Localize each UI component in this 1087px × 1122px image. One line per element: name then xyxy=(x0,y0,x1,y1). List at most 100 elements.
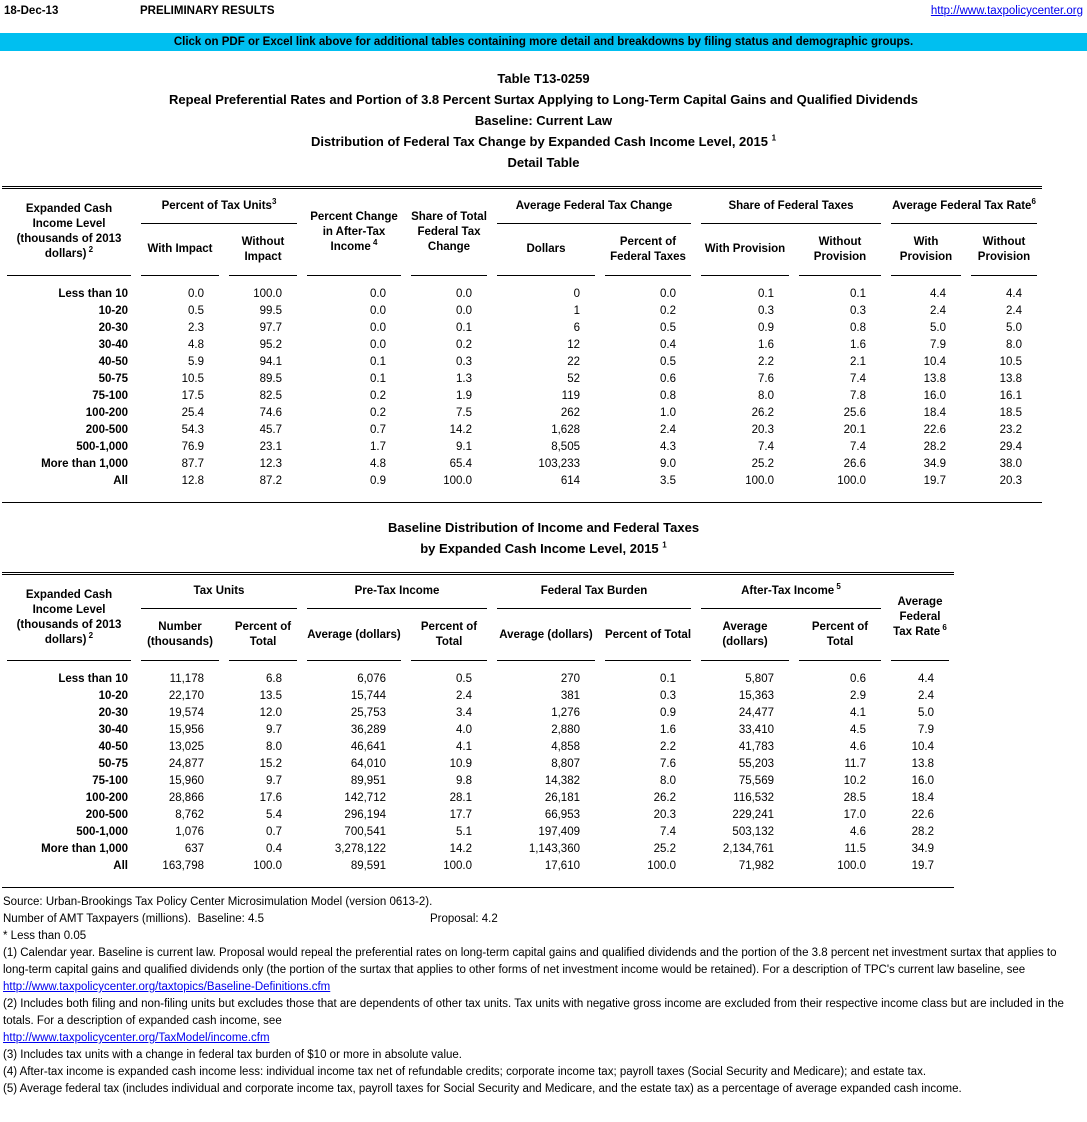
cell: 18.4 xyxy=(911,792,934,804)
cell: 0.3 xyxy=(758,304,774,317)
cell: 26.6 xyxy=(843,457,866,470)
cell: 0.8 xyxy=(850,321,866,334)
page-header: 18-Dec-13 PRELIMINARY RESULTS http://www… xyxy=(0,0,1087,17)
cell: 6.8 xyxy=(266,673,282,685)
cell: 34.9 xyxy=(923,457,946,470)
cell: 0 xyxy=(573,287,580,300)
table-row: 500-1,000 76.9 23.1 1.7 9.1 8,505 4.3 7.4 7.4 28.… xyxy=(2,439,1042,456)
cell: 0.6 xyxy=(660,372,676,385)
footnote-link[interactable]: http://www.taxpolicycenter.org/taxtopics… xyxy=(3,981,331,993)
cell: 13.8 xyxy=(923,372,946,385)
cell: 89.5 xyxy=(259,372,282,385)
cell: 4.1 xyxy=(850,707,866,719)
cell: 4,858 xyxy=(551,741,580,753)
column-group-header: Average Federal Tax Rate6 xyxy=(886,188,1042,224)
table-row: 100-200 25.4 74.6 0.2 7.5 262 1.0 26.2 25.6 18.4 1… xyxy=(2,405,1042,422)
cell: 3.4 xyxy=(456,707,472,719)
table-row: All 12.8 87.2 0.9 100.0 614 3.5 100.0 100.0 19.7 2… xyxy=(2,473,1042,503)
column-subheader: With Provision xyxy=(696,224,794,276)
row-label: 75-100 xyxy=(92,389,128,402)
cell: 97.7 xyxy=(259,321,282,334)
cell: 15.2 xyxy=(259,758,282,770)
cell: 4.0 xyxy=(456,724,472,736)
footnotes: Source: Urban-Brookings Tax Policy Cente… xyxy=(0,894,1087,1098)
column-group-header: Percent Change in After-Tax Income 4 xyxy=(302,188,406,276)
cell: 0.6 xyxy=(850,673,866,685)
cell: 4.6 xyxy=(850,826,866,838)
cell: 14.2 xyxy=(449,843,472,855)
cell: 22,170 xyxy=(168,690,204,702)
column-group-header: After-Tax Income 5 xyxy=(696,573,886,609)
cell: 0.9 xyxy=(370,474,386,487)
column-subheader: Without Provision xyxy=(794,224,886,276)
cell: 100.0 xyxy=(745,474,774,487)
footnote-link[interactable]: http://www.taxpolicycenter.org/TaxModel/… xyxy=(3,1032,270,1044)
cell: 66,953 xyxy=(544,809,580,821)
cell: 100.0 xyxy=(647,860,676,872)
cell: 1,076 xyxy=(175,826,204,838)
table-row: 30-40 15,956 9.7 36,289 4.0 2,880 1.6 33,410 4.5… xyxy=(2,722,954,739)
cell: 17.0 xyxy=(843,809,866,821)
cell: 24,477 xyxy=(738,707,774,719)
table-row: More than 1,000 87.7 12.3 4.8 65.4 103,233 9.0… xyxy=(2,456,1042,473)
cell: 5.0 xyxy=(930,321,946,334)
footnote: (4) After-tax income is expanded cash in… xyxy=(3,1066,927,1078)
cell: 28.5 xyxy=(843,792,866,804)
amt-proposal-value: Proposal: 4.2 xyxy=(430,913,498,925)
table-row: 50-75 10.5 89.5 0.1 1.3 52 0.6 7.6 7.4 13.8 13.8 xyxy=(2,371,1042,388)
cell: 13.5 xyxy=(259,690,282,702)
cell: 28.2 xyxy=(923,440,946,453)
column-header-income-level: Expanded Cash Income Level (thousands of… xyxy=(2,188,136,276)
table-row: 200-500 8,762 5.4 296,194 17.7 66,953 20.3 229,… xyxy=(2,807,954,824)
column-group-header: Average Federal Tax Change xyxy=(492,188,696,224)
cell: 10.9 xyxy=(449,758,472,770)
cell: 100.0 xyxy=(837,860,866,872)
cell: 5.0 xyxy=(1006,321,1022,334)
row-label: 100-200 xyxy=(85,792,128,804)
cell: 10.5 xyxy=(181,372,204,385)
cell: 116,532 xyxy=(733,792,774,804)
row-label: 20-30 xyxy=(98,707,128,719)
cell: 89,591 xyxy=(350,860,386,872)
cell: 22.6 xyxy=(911,809,934,821)
cell: 5.0 xyxy=(918,707,934,719)
cell: 23.2 xyxy=(999,423,1022,436)
cell: 11.5 xyxy=(844,843,866,855)
footnote-link-line: http://www.taxpolicycenter.org/TaxModel/… xyxy=(3,1030,1085,1047)
cell: 0.7 xyxy=(266,826,282,838)
cell: 76.9 xyxy=(181,440,204,453)
cell: 15,960 xyxy=(168,775,204,787)
cell: 7.4 xyxy=(850,372,866,385)
cell: 10.4 xyxy=(923,355,946,368)
cell: 4.8 xyxy=(188,338,204,351)
baseline-table-title: Baseline Distribution of Income and Fede… xyxy=(387,519,700,535)
taxpolicycenter-link[interactable]: http://www.taxpolicycenter.org xyxy=(930,5,1083,17)
cell: 11.7 xyxy=(844,758,866,770)
table-row: 75-100 15,960 9.7 89,951 9.8 14,382 8.0 75,569 1… xyxy=(2,773,954,790)
cell: 87.2 xyxy=(259,474,282,487)
cell: 163,798 xyxy=(162,860,204,872)
table-row: 100-200 28,866 17.6 142,712 28.1 26,181 26.2 11… xyxy=(2,790,954,807)
cell: 7.6 xyxy=(660,758,676,770)
column-group-header: Tax Units xyxy=(136,573,302,609)
cell: 9.7 xyxy=(266,724,282,736)
cell: 0.7 xyxy=(370,423,386,436)
column-subheader: Percent of Total xyxy=(406,609,492,661)
table-number-title: Table T13-0259 xyxy=(497,71,590,86)
table-row: 30-40 4.8 95.2 0.0 0.2 12 0.4 1.6 1.6 7.9 8.0 xyxy=(2,337,1042,354)
cell: 12.8 xyxy=(181,474,204,487)
baseline-table-title-block: Baseline Distribution of Income and Fede… xyxy=(0,517,1087,559)
table-row: 75-100 17.5 82.5 0.2 1.9 119 0.8 8.0 7.8 16.0 16.1 xyxy=(2,388,1042,405)
cell: 0.1 xyxy=(370,372,386,385)
cell: 4.8 xyxy=(370,457,386,470)
cell: 1.3 xyxy=(456,372,472,385)
cell: 0.2 xyxy=(456,338,472,351)
cell: 1 xyxy=(573,304,580,317)
table-row: 200-500 54.3 45.7 0.7 14.2 1,628 2.4 20.3 20.1 22… xyxy=(2,422,1042,439)
row-label: 500-1,000 xyxy=(76,826,128,838)
column-subheader: Percent of Total xyxy=(794,609,886,661)
column-subheader: With Provision xyxy=(886,224,966,276)
column-group-header: Percent of Tax Units3 xyxy=(136,188,302,224)
table-row: 20-30 19,574 12.0 25,753 3.4 1,276 0.9 24,477 4.… xyxy=(2,705,954,722)
cell: 13.8 xyxy=(999,372,1022,385)
